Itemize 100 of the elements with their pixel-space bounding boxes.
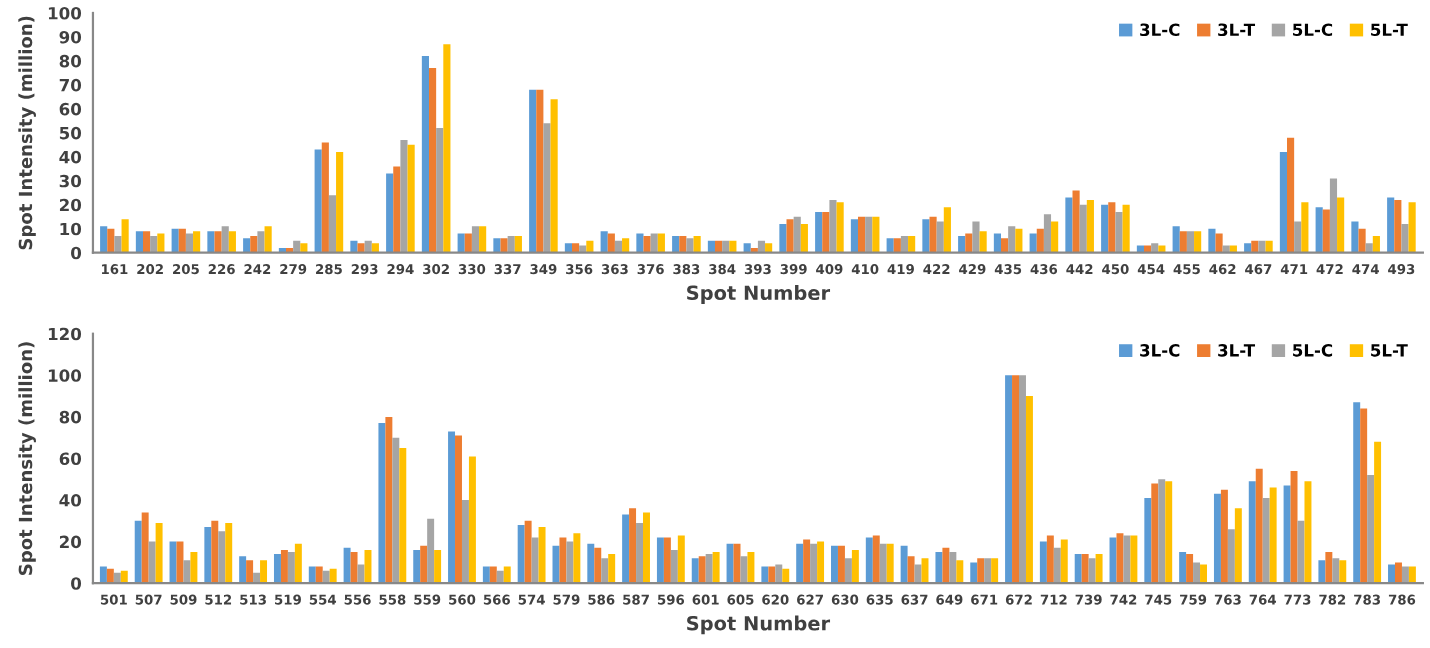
bar: [1029, 233, 1037, 253]
legend-label: 5L-T: [1371, 23, 1408, 37]
bar: [1408, 202, 1416, 253]
bar: [1179, 231, 1187, 253]
bar: [865, 216, 873, 253]
bar: [965, 233, 973, 253]
bar: [178, 228, 186, 253]
bar: [836, 202, 844, 253]
bar: [190, 552, 198, 584]
bar: [977, 558, 985, 584]
bar: [761, 566, 769, 584]
bar: [726, 543, 734, 584]
bar: [357, 564, 365, 584]
bar: [193, 231, 201, 253]
bar: [677, 535, 685, 584]
bar: [457, 233, 465, 253]
bar: [715, 240, 723, 253]
bar: [321, 142, 329, 253]
bar: [1401, 566, 1409, 584]
bar: [656, 537, 664, 584]
y-tick-label: 40: [59, 150, 82, 164]
bar: [1283, 485, 1291, 584]
bar: [489, 566, 497, 584]
bar: [273, 554, 281, 584]
bar: [693, 235, 701, 253]
bar: [1365, 243, 1373, 253]
bar: [1130, 535, 1138, 584]
bar: [1394, 199, 1402, 253]
bar: [257, 231, 265, 253]
bar: [707, 240, 715, 253]
bar: [114, 235, 122, 253]
bar: [1244, 243, 1252, 253]
bar: [211, 520, 219, 584]
bar: [436, 128, 444, 253]
bar: [1074, 554, 1082, 584]
y-tick-label: 60: [59, 452, 82, 466]
bar: [314, 149, 322, 253]
bar: [328, 195, 337, 253]
y-tick-label: 80: [59, 410, 82, 424]
bar: [392, 437, 400, 584]
bar: [779, 223, 787, 253]
bar: [796, 543, 804, 584]
bar: [429, 68, 437, 253]
bar: [100, 226, 108, 253]
bar: [608, 554, 616, 584]
bar: [837, 545, 845, 584]
bar: [183, 560, 191, 584]
bar: [607, 233, 615, 253]
bar: [793, 216, 801, 253]
bar: [1395, 562, 1402, 584]
bar: [622, 514, 630, 584]
bar: [434, 549, 442, 584]
bar: [1116, 533, 1124, 584]
bar: [564, 243, 572, 253]
bar: [572, 243, 580, 253]
bar: [1227, 529, 1235, 584]
bar: [531, 537, 539, 584]
bar: [246, 560, 254, 584]
bar: [1279, 152, 1287, 253]
bar: [1108, 202, 1116, 253]
bar: [239, 556, 247, 584]
bar: [300, 243, 308, 253]
bar: [566, 541, 574, 584]
bar: [1315, 207, 1323, 253]
bar: [1388, 564, 1395, 584]
bar: [1351, 221, 1359, 253]
x-axis-title: Spot Number: [687, 285, 831, 304]
bar: [663, 537, 671, 584]
bar: [872, 216, 880, 253]
bar: [594, 547, 602, 584]
bar: [221, 226, 229, 253]
bar: [757, 240, 766, 253]
bar: [1401, 223, 1409, 253]
bar: [1186, 554, 1194, 584]
bar: [1051, 221, 1059, 253]
bar: [157, 233, 165, 253]
bar: [559, 537, 567, 584]
bar: [393, 166, 401, 253]
bar: [329, 568, 337, 584]
bar: [872, 535, 880, 584]
bar: [1358, 228, 1366, 253]
bar: [1213, 493, 1221, 584]
bar: [993, 233, 1001, 253]
bar: [670, 549, 678, 584]
bar: [134, 520, 142, 584]
bar: [1408, 566, 1416, 584]
bar: [468, 456, 476, 584]
y-tick-label: 40: [59, 494, 82, 507]
bar: [207, 231, 215, 253]
bar: [929, 216, 937, 253]
bar: [1186, 231, 1195, 253]
bar: [315, 566, 323, 584]
bar: [1290, 470, 1298, 584]
bar: [984, 558, 992, 584]
bar: [135, 231, 143, 253]
bar: [922, 219, 930, 253]
bar: [1332, 558, 1340, 584]
bar: [413, 549, 421, 584]
bar: [1255, 468, 1263, 584]
bar: [399, 448, 407, 584]
